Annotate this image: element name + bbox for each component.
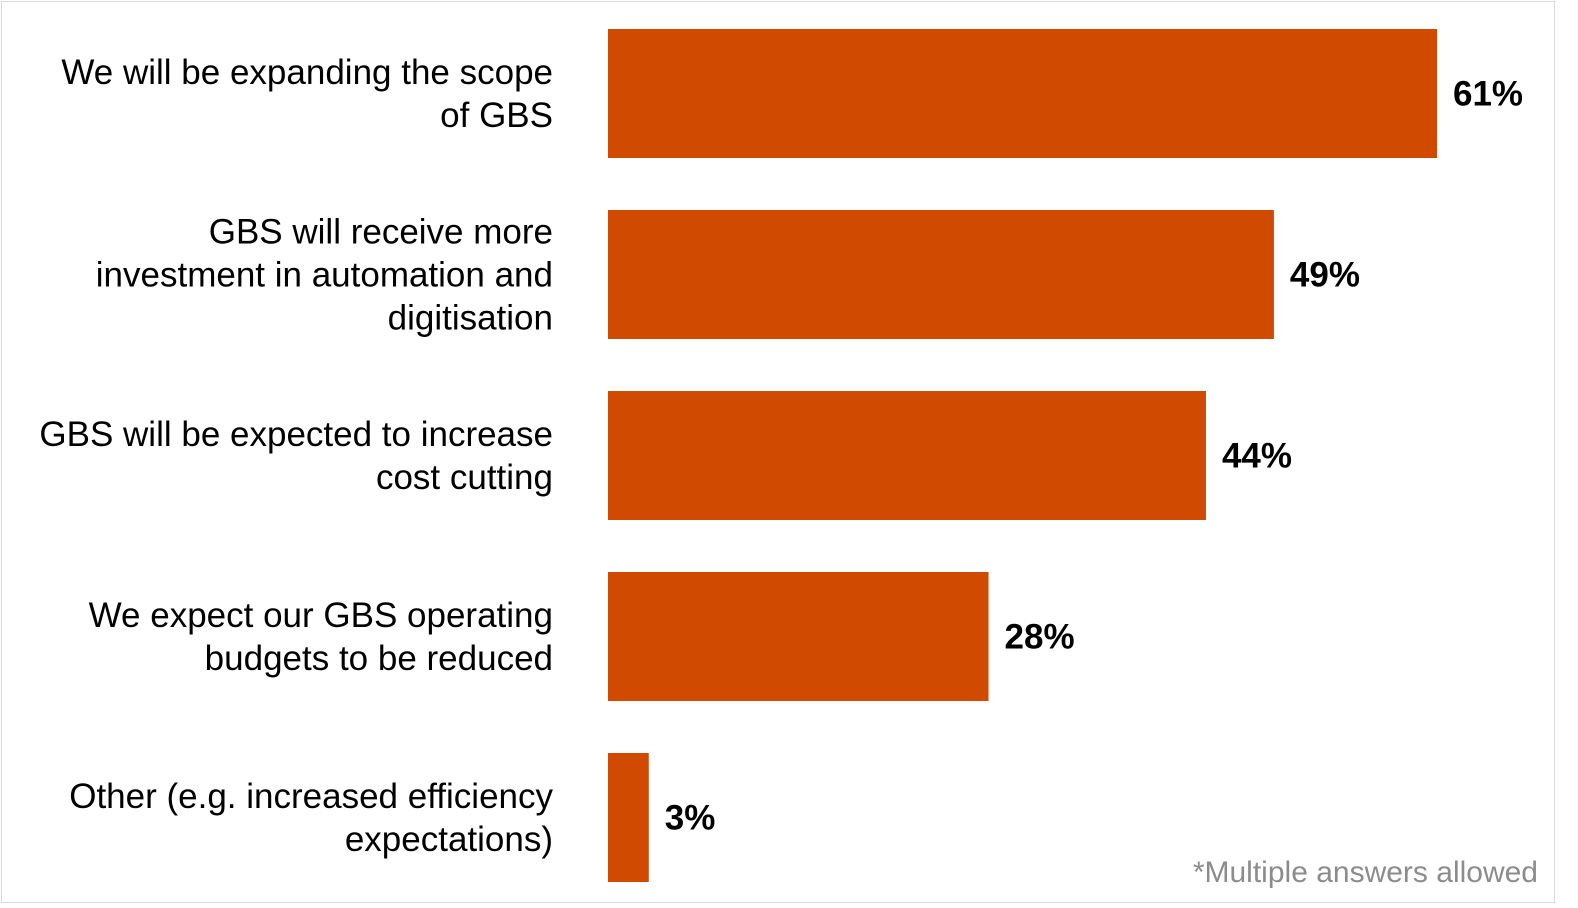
category-label-line: expectations): [345, 820, 553, 859]
category-label-3: GBS will be expected to increase cost cut…: [39, 415, 553, 497]
category-label-line: We expect our GBS operating: [89, 596, 553, 635]
category-label-line: cost cutting: [376, 458, 553, 497]
value-label-1: 61%: [1453, 75, 1523, 114]
bar-1: [608, 29, 1437, 158]
bar-3: [608, 391, 1206, 520]
value-label-4: 28%: [1005, 618, 1075, 657]
category-label-line: of GBS: [440, 96, 553, 135]
category-label-2: GBS will receive more investment in autom…: [96, 213, 553, 338]
category-label-line: budgets to be reduced: [205, 639, 553, 678]
bar-4: [608, 572, 989, 701]
bar-2: [608, 210, 1274, 339]
chart-frame: [1, 1, 1555, 903]
value-label-5: 3%: [665, 799, 716, 838]
value-label-2: 49%: [1290, 256, 1360, 295]
category-label-line: We will be expanding the scope: [61, 53, 553, 92]
category-label-line: investment in automation and: [96, 256, 553, 295]
category-label-1: We will be expanding the scope of GBS: [61, 53, 553, 135]
category-label-5: Other (e.g. increased efficiency expectat…: [69, 777, 553, 859]
category-label-line: GBS will be expected to increase: [39, 415, 553, 454]
footnote: *Multiple answers allowed: [1192, 856, 1538, 889]
bar-5: [608, 753, 649, 882]
category-label-line: Other (e.g. increased efficiency: [69, 777, 553, 816]
category-label-line: digitisation: [388, 299, 553, 338]
category-label-line: GBS will receive more: [209, 213, 553, 252]
value-label-3: 44%: [1222, 437, 1292, 476]
category-label-4: We expect our GBS operating budgets to be…: [89, 596, 553, 678]
